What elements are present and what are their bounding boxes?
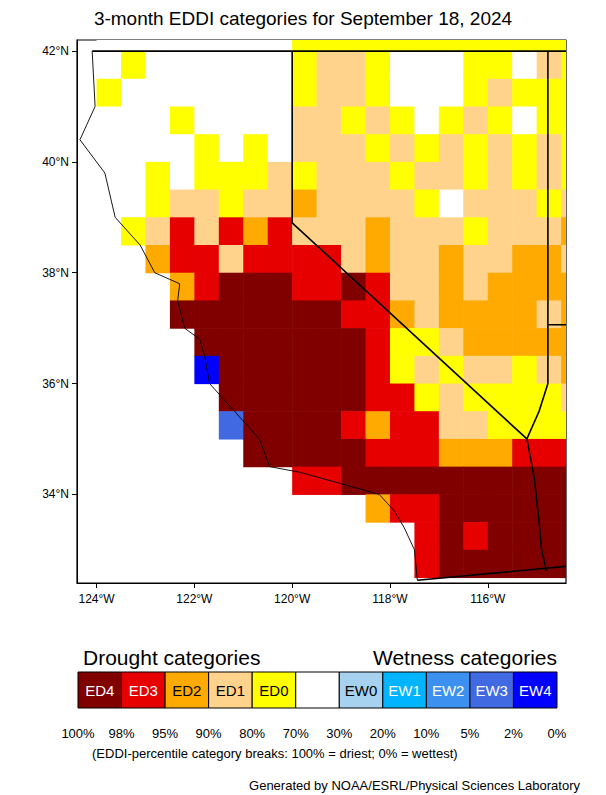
svg-text:EW1: EW1 [388,682,421,699]
svg-text:Wetness categories: Wetness categories [373,646,557,669]
svg-text:2%: 2% [504,726,523,741]
svg-text:20%: 20% [370,726,396,741]
svg-text:95%: 95% [152,726,178,741]
svg-text:ED2: ED2 [172,682,201,699]
svg-text:30%: 30% [326,726,352,741]
svg-text:EW0: EW0 [345,682,378,699]
svg-text:120°W: 120°W [274,592,311,606]
svg-text:118°W: 118°W [372,592,408,606]
svg-text:34°N: 34°N [42,487,69,501]
svg-text:ED3: ED3 [129,682,158,699]
svg-text:ED1: ED1 [216,682,245,699]
svg-text:ED4: ED4 [85,682,114,699]
svg-text:70%: 70% [283,726,309,741]
svg-text:10%: 10% [413,726,439,741]
svg-text:116°W: 116°W [470,592,506,606]
svg-text:Drought categories: Drought categories [83,646,260,669]
svg-text:ED0: ED0 [259,682,288,699]
svg-text:124°W: 124°W [78,592,115,606]
svg-text:98%: 98% [109,726,135,741]
svg-text:90%: 90% [196,726,222,741]
svg-text:36°N: 36°N [42,377,69,391]
svg-text:EW3: EW3 [475,682,508,699]
svg-text:EW4: EW4 [519,682,552,699]
svg-text:5%: 5% [461,726,480,741]
svg-text:0%: 0% [548,726,567,741]
svg-text:122°W: 122°W [176,592,213,606]
svg-text:80%: 80% [239,726,265,741]
svg-text:Generated by NOAA/ESRL/Physica: Generated by NOAA/ESRL/Physical Sciences… [249,778,580,793]
svg-text:100%: 100% [61,726,95,741]
svg-text:42°N: 42°N [42,44,69,58]
svg-text:3-month EDDI categories for Se: 3-month EDDI categories for September 18… [94,8,513,29]
svg-text:38°N: 38°N [42,266,69,280]
svg-text:40°N: 40°N [42,155,69,169]
svg-text:EW2: EW2 [432,682,465,699]
svg-text:(EDDI-percentile category brea: (EDDI-percentile category breaks: 100% =… [92,746,458,761]
